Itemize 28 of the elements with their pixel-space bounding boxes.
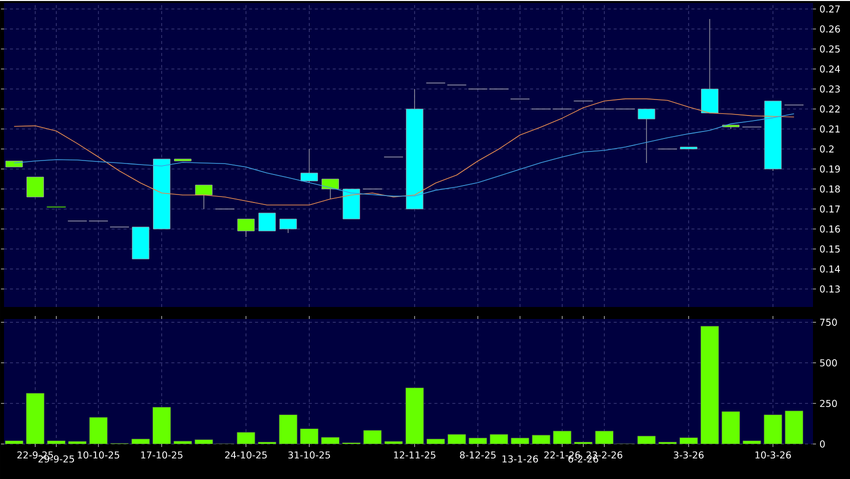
y-tick-label: 0.22: [820, 105, 840, 113]
x-tick-label: 3-3-26: [674, 451, 704, 459]
x-tick-label: 31-10-25: [288, 451, 330, 459]
y-tick-label: 500: [820, 359, 837, 366]
y-tick-label: 0.23: [820, 85, 840, 93]
y-tick-label: 0.2: [820, 145, 834, 153]
y-tick-label: 0.15: [820, 245, 840, 253]
x-tick-label: 13-1-26: [502, 455, 538, 463]
x-tick-label: 8-12-25: [460, 451, 496, 459]
y-tick-label: 0.13: [820, 285, 840, 293]
y-tick-label: 0.17: [820, 205, 840, 213]
y-tick-label: 0.16: [820, 225, 840, 233]
x-tick-label: 12-11-25: [394, 451, 436, 459]
y-tick-label: 0.18: [820, 185, 840, 193]
y-tick-label: 0.21: [820, 125, 840, 133]
y-tick-label: 0.19: [820, 165, 840, 173]
y-tick-label: 750: [820, 318, 837, 326]
x-tick-label: 17-10-25: [141, 451, 182, 459]
y-tick-label: 0.27: [820, 5, 840, 13]
x-tick-label: 10-3-26: [755, 451, 791, 459]
y-tick-label: 0: [820, 440, 825, 448]
y-tick-label: 0.25: [820, 45, 840, 53]
y-tick-label: 0.14: [820, 265, 840, 273]
y-tick-label: 250: [820, 400, 837, 408]
y-tick-label: 0.26: [820, 25, 840, 33]
y-tick-label: 0.24: [820, 65, 840, 73]
x-tick-label: 24-10-25: [225, 451, 267, 459]
x-tick-label: 10-10-25: [78, 451, 120, 459]
